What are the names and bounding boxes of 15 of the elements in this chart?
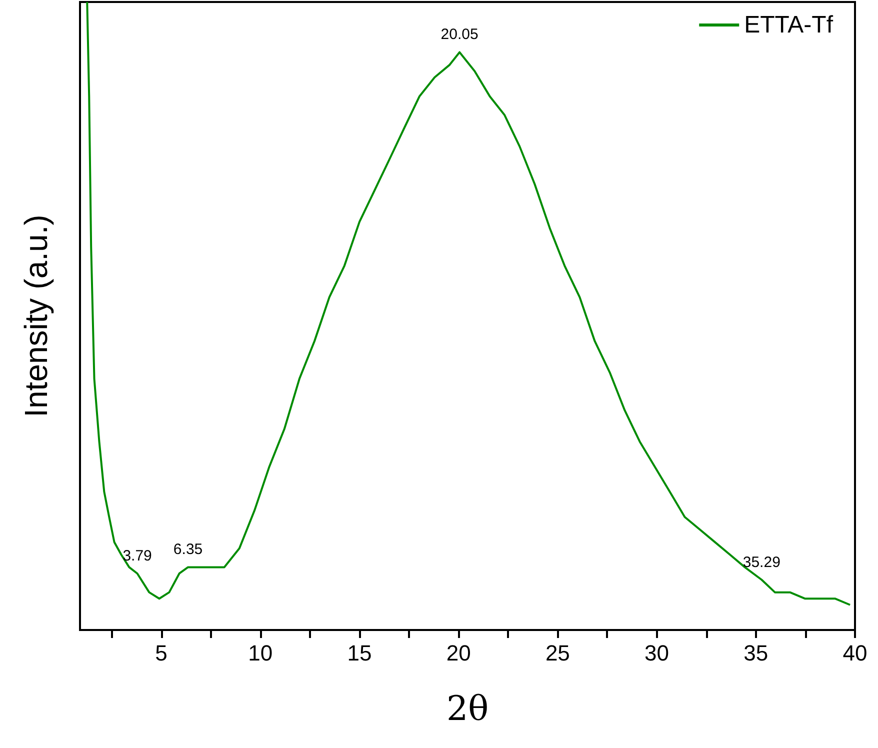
annotation: 20.05 (440, 26, 478, 44)
x-tick-label: 35 (744, 640, 768, 666)
x-tick-label: 20 (446, 640, 471, 666)
y-axis-title: Intensity (a.u.) (18, 214, 54, 418)
annotation: 35.29 (742, 554, 780, 571)
x-axis-title: 2θ (446, 689, 489, 729)
annotation: 3.79 (122, 547, 152, 564)
x-tick-label: 40 (842, 640, 868, 666)
x-tick-label: 10 (248, 640, 273, 666)
x-tick-label: 30 (644, 640, 670, 666)
legend-label: ETTA-Tf (744, 12, 834, 38)
x-tick-label: 15 (347, 640, 372, 666)
annotation: 6.35 (173, 541, 203, 558)
x-tick-label: 5 (155, 640, 168, 666)
x-tick-label: 25 (545, 640, 570, 666)
